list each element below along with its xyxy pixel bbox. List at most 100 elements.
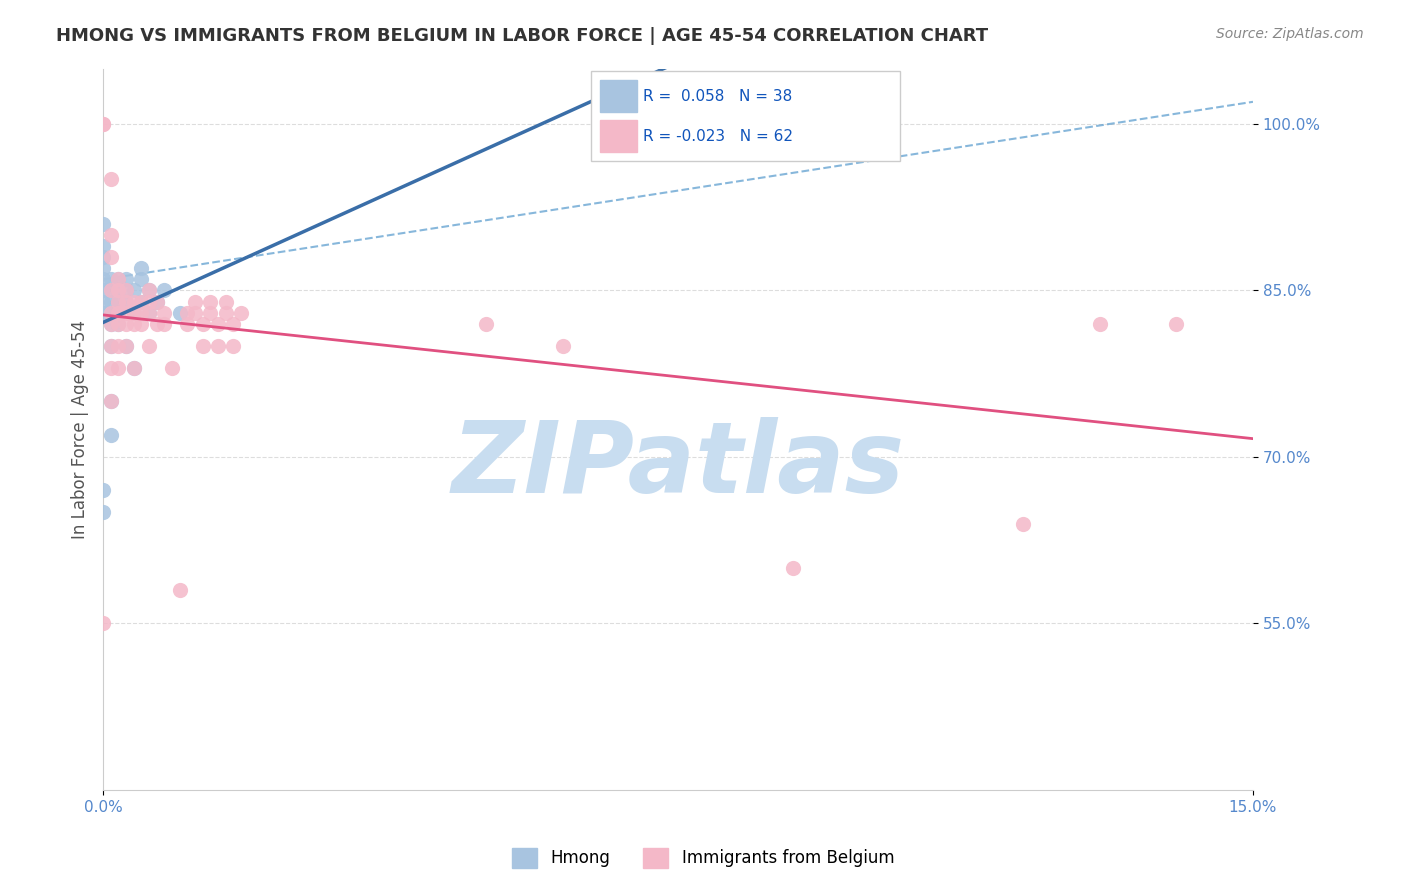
Text: Source: ZipAtlas.com: Source: ZipAtlas.com <box>1216 27 1364 41</box>
FancyBboxPatch shape <box>591 71 900 161</box>
Text: R =  0.058   N = 38: R = 0.058 N = 38 <box>643 89 793 103</box>
Point <box>138 339 160 353</box>
Point <box>100 284 122 298</box>
Point <box>91 306 114 320</box>
Point <box>107 306 129 320</box>
Point <box>100 284 122 298</box>
Point <box>115 317 138 331</box>
Point <box>91 483 114 498</box>
Point <box>153 317 176 331</box>
Point <box>131 272 153 286</box>
Point <box>100 294 122 309</box>
Point <box>131 294 153 309</box>
Point <box>184 294 207 309</box>
Point <box>115 284 138 298</box>
Point <box>107 361 129 376</box>
Point <box>169 583 191 598</box>
Point <box>200 306 222 320</box>
Point <box>184 306 207 320</box>
Point <box>91 261 114 276</box>
Point <box>1012 516 1035 531</box>
Point <box>122 317 145 331</box>
Point <box>122 284 145 298</box>
Point <box>100 339 122 353</box>
Point <box>200 294 222 309</box>
Point <box>153 306 176 320</box>
Point <box>100 394 122 409</box>
Point <box>115 339 138 353</box>
Point <box>1166 317 1188 331</box>
Point <box>100 394 122 409</box>
Point <box>100 361 122 376</box>
Legend: Hmong, Immigrants from Belgium: Hmong, Immigrants from Belgium <box>505 841 901 875</box>
Point <box>160 361 183 376</box>
Point <box>122 306 145 320</box>
Point <box>107 294 129 309</box>
Point <box>115 294 138 309</box>
Point <box>215 306 238 320</box>
Point <box>100 427 122 442</box>
Point <box>215 294 238 309</box>
Point <box>782 561 804 575</box>
Point <box>191 339 214 353</box>
Point <box>222 339 245 353</box>
Point <box>169 306 191 320</box>
Point <box>107 272 129 286</box>
Point <box>1088 317 1111 331</box>
Point <box>100 339 122 353</box>
Point <box>100 272 122 286</box>
Point <box>146 294 169 309</box>
Point <box>475 317 498 331</box>
Text: R = -0.023   N = 62: R = -0.023 N = 62 <box>643 129 793 144</box>
Point <box>207 339 229 353</box>
Point <box>91 117 114 131</box>
Point <box>146 294 169 309</box>
Point <box>100 317 122 331</box>
Point <box>107 294 129 309</box>
Point <box>115 294 138 309</box>
Point <box>153 284 176 298</box>
Point <box>91 272 114 286</box>
Point <box>100 172 122 186</box>
Point <box>229 306 252 320</box>
Point <box>100 306 122 320</box>
Point <box>122 361 145 376</box>
Point <box>131 261 153 276</box>
Point <box>122 294 145 309</box>
FancyBboxPatch shape <box>600 120 637 152</box>
Point <box>191 317 214 331</box>
Point <box>107 284 129 298</box>
Point <box>138 306 160 320</box>
Point <box>131 317 153 331</box>
Point <box>91 616 114 631</box>
Point <box>115 284 138 298</box>
Point <box>131 306 153 320</box>
Point <box>138 306 160 320</box>
Point <box>100 317 122 331</box>
Point <box>107 317 129 331</box>
Point <box>122 361 145 376</box>
Point <box>100 306 122 320</box>
Y-axis label: In Labor Force | Age 45-54: In Labor Force | Age 45-54 <box>72 319 89 539</box>
Point <box>138 294 160 309</box>
Point <box>207 317 229 331</box>
Point <box>91 284 114 298</box>
Point <box>176 317 198 331</box>
Point <box>551 339 574 353</box>
Text: HMONG VS IMMIGRANTS FROM BELGIUM IN LABOR FORCE | AGE 45-54 CORRELATION CHART: HMONG VS IMMIGRANTS FROM BELGIUM IN LABO… <box>56 27 988 45</box>
Point <box>222 317 245 331</box>
Point <box>115 339 138 353</box>
Point <box>91 250 114 264</box>
Point <box>115 272 138 286</box>
Point <box>146 317 169 331</box>
Text: ZIPatlas: ZIPatlas <box>451 417 904 514</box>
Point <box>107 306 129 320</box>
Point <box>107 317 129 331</box>
Point <box>176 306 198 320</box>
Point <box>91 239 114 253</box>
Point <box>107 284 129 298</box>
Point <box>100 227 122 242</box>
Point <box>115 306 138 320</box>
Point <box>107 272 129 286</box>
Point <box>138 284 160 298</box>
